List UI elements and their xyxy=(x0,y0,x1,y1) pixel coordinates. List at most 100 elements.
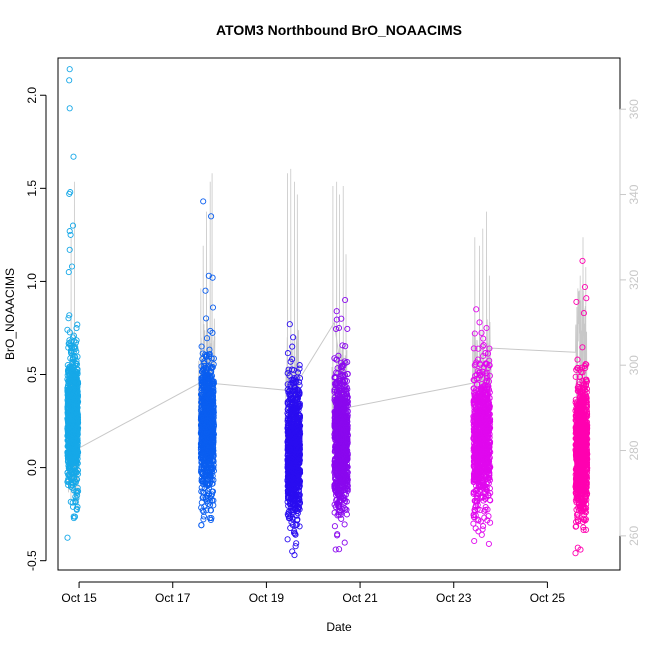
data-point xyxy=(199,384,207,391)
data-point xyxy=(71,459,78,466)
data-point xyxy=(331,523,338,530)
data-point-outlier xyxy=(202,287,209,294)
data-point xyxy=(69,433,76,441)
data-point xyxy=(201,503,208,510)
data-point xyxy=(71,478,78,485)
data-point-outlier xyxy=(66,77,73,84)
data-point xyxy=(284,536,291,543)
data-point xyxy=(65,407,72,414)
data-point xyxy=(203,367,210,374)
data-point xyxy=(74,321,81,328)
data-point xyxy=(70,439,77,446)
data-point xyxy=(207,430,214,437)
data-point xyxy=(67,483,75,490)
data-point xyxy=(206,438,214,445)
data-point xyxy=(207,516,214,524)
data-point xyxy=(201,358,208,365)
data-point xyxy=(201,374,208,381)
data-point xyxy=(73,360,80,367)
data-point xyxy=(201,484,208,492)
series-1 xyxy=(64,66,82,541)
data-point xyxy=(68,439,75,446)
data-point xyxy=(210,497,217,504)
data-point-outlier xyxy=(66,228,73,235)
data-point xyxy=(208,378,216,385)
data-point xyxy=(70,365,77,372)
data-point xyxy=(210,407,217,414)
data-point xyxy=(203,429,210,436)
data-point xyxy=(203,405,210,412)
data-point xyxy=(204,373,212,380)
data-point xyxy=(73,325,80,332)
data-point xyxy=(208,491,216,498)
data-point-outlier xyxy=(335,324,343,332)
data-point xyxy=(72,469,79,476)
data-point xyxy=(65,315,72,322)
data-point xyxy=(198,477,205,485)
data-point-outlier xyxy=(67,231,74,238)
points-layer xyxy=(64,66,591,559)
data-point xyxy=(206,353,213,360)
data-point-outlier xyxy=(65,269,72,276)
altitude-connector-line xyxy=(74,321,578,451)
data-point xyxy=(209,488,217,495)
series-3 xyxy=(284,321,304,559)
data-point xyxy=(201,434,208,441)
data-point xyxy=(69,473,76,480)
data-point xyxy=(71,463,78,470)
data-point xyxy=(341,521,348,528)
data-point xyxy=(208,426,215,433)
data-point xyxy=(69,431,76,438)
series-2 xyxy=(197,198,217,529)
altitude-layer xyxy=(66,168,588,512)
data-point-outlier xyxy=(332,546,339,553)
data-point xyxy=(73,357,80,364)
data-point xyxy=(70,332,77,339)
data-point xyxy=(470,520,477,527)
data-point-outlier xyxy=(66,190,73,197)
data-point xyxy=(205,500,212,507)
data-point xyxy=(70,379,77,387)
data-point xyxy=(68,421,75,428)
data-point xyxy=(206,485,213,492)
data-point xyxy=(71,338,78,345)
data-point xyxy=(471,537,478,545)
data-point xyxy=(203,471,210,479)
data-point xyxy=(199,507,206,514)
data-point-outlier xyxy=(209,274,216,281)
data-point xyxy=(209,480,216,487)
data-point xyxy=(209,444,216,451)
data-point xyxy=(69,402,76,409)
data-point xyxy=(210,417,217,424)
data-point xyxy=(292,531,299,538)
data-point xyxy=(203,335,211,342)
data-point xyxy=(203,448,211,455)
data-point xyxy=(203,495,210,502)
data-point xyxy=(200,399,207,406)
data-point xyxy=(69,356,76,363)
data-point xyxy=(210,361,217,368)
data-point-outlier xyxy=(70,153,77,160)
data-point xyxy=(65,450,72,457)
data-point xyxy=(73,450,80,457)
data-point-outlier xyxy=(205,272,212,279)
data-point-outlier xyxy=(485,540,492,547)
data-point xyxy=(72,429,79,436)
data-point xyxy=(200,365,207,372)
series-6 xyxy=(572,257,591,557)
data-point xyxy=(64,326,71,333)
data-point xyxy=(201,362,208,370)
data-point xyxy=(289,356,296,363)
data-point xyxy=(209,432,217,439)
data-point xyxy=(480,523,487,530)
data-point xyxy=(74,492,81,499)
data-point xyxy=(332,325,340,333)
data-point xyxy=(65,477,72,484)
data-point xyxy=(64,387,71,394)
data-point xyxy=(204,357,211,364)
data-point-outlier xyxy=(200,198,207,205)
data-point xyxy=(199,406,206,413)
data-point xyxy=(341,539,348,546)
data-point xyxy=(207,391,214,398)
